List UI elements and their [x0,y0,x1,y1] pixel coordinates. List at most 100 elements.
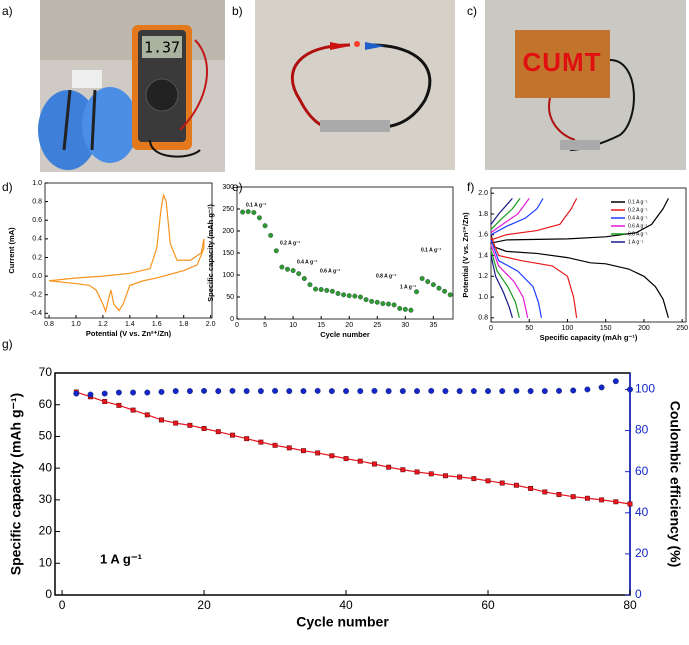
annotation: 0.8 A g⁻¹ [376,273,397,279]
legend-label: 0.2 A g⁻¹ [628,207,648,213]
marker [425,279,431,285]
display-reading: 1.37 [144,39,180,57]
marker [357,294,363,300]
x-tick-label: 0.8 [44,321,54,328]
y-tick-label: 0.8 [32,198,42,205]
marker [584,495,590,501]
y-tick-label: 0.2 [32,254,42,261]
marker [229,387,236,394]
marker [301,276,307,281]
x-tick-label: 1.0 [71,321,81,328]
y-tick-label: 1.6 [478,232,488,239]
x-tick-label: 20 [197,598,211,612]
marker [556,492,562,497]
marker [527,388,534,395]
panel-label: b) [232,4,243,18]
marker [371,387,378,394]
y-tick-label: 50 [39,429,53,443]
x-tick-label: 50 [525,325,533,332]
marker [215,429,221,435]
marker [262,223,268,229]
marker [341,292,347,298]
x-tick-label: 0 [235,322,239,329]
x-tick-label: 40 [339,598,353,612]
y-tick-label: 1.2 [478,273,488,280]
marker [408,307,414,313]
series-line [490,198,521,318]
marker [584,386,591,393]
marker [240,209,246,215]
y-tick-label: 10 [39,555,53,569]
marker [570,494,576,500]
marker [399,388,406,395]
series-line [490,198,578,318]
marker [541,388,548,395]
series-line [490,198,544,318]
panel-label: d) [2,180,13,194]
marker [599,497,605,503]
marker [101,390,108,397]
marker [414,388,420,395]
marker [457,474,463,480]
y2-tick-label: 20 [635,546,649,560]
y-tick-label: 250 [222,206,234,213]
marker [172,388,179,395]
y2-tick-label: 60 [635,464,649,478]
marker [273,248,279,254]
y-tick-label: 30 [39,492,53,506]
marker [116,402,122,408]
marker [272,442,278,448]
marker [328,388,335,395]
annotation: 0.4 A g⁻¹ [297,259,318,265]
legend-label: 0.8 A g⁻¹ [628,231,648,237]
y-tick-label: 0.0 [32,273,42,280]
x-axis-title: Potential (V vs. Zn²⁺/Zn) [86,329,172,338]
marker [257,388,264,395]
marker [380,301,386,307]
annotation: 0.1 A g⁻¹ [246,202,267,208]
x-tick-label: 35 [429,322,437,329]
marker [251,210,257,215]
marker [627,501,633,507]
marker [499,480,505,486]
marker [343,456,349,462]
marker [386,464,392,470]
marker [286,388,293,395]
marker [115,389,122,396]
marker [314,387,321,394]
x-tick-label: 1.6 [152,321,162,328]
x-tick-label: 200 [638,325,650,332]
y-tick-label: 20 [39,524,53,538]
marker [397,305,403,311]
x-tick-label: 80 [623,598,637,612]
marker [430,282,436,288]
y-axis-title: Current (mA) [7,227,16,274]
y-tick-label: 1.8 [478,211,488,218]
marker [363,297,369,303]
y-tick-label: 2.0 [478,190,488,197]
marker [144,389,151,396]
marker [290,268,296,274]
y-tick-label: 60 [39,397,53,411]
y-tick-label: 1.4 [478,252,488,259]
marker [627,386,633,393]
series-line [48,192,205,314]
y-axis-title: Potential (V vs. Zn²⁺/Zn) [461,212,470,298]
marker [442,388,449,395]
y-tick-label: 200 [222,228,234,235]
marker [369,298,375,304]
marker [201,387,208,394]
annotation: 0.2 A g⁻¹ [280,240,301,246]
y2-tick-label: 0 [635,587,642,601]
x-tick-label: 10 [289,322,297,329]
legend-label: 0.1 A g⁻¹ [628,199,648,205]
y-axis-title: Specific capacity (mAh g⁻¹) [206,204,215,302]
y-tick-label: 0.6 [32,217,42,224]
marker [447,292,453,298]
marker [357,458,363,464]
y-tick-label: 300 [222,184,234,191]
annotation: 1 A g⁻¹ [100,551,142,566]
y-tick-label: 0.8 [478,315,488,322]
x-tick-label: 250 [676,325,688,332]
